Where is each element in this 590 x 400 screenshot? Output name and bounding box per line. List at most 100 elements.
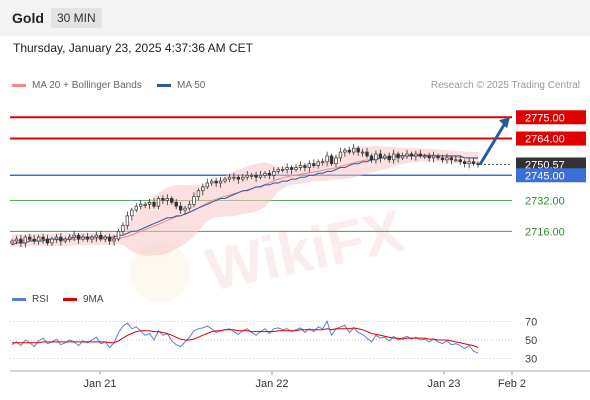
candle: [356, 145, 360, 156]
candle: [201, 183, 205, 196]
price-label-text: 2764.00: [525, 134, 565, 146]
candle-body: [409, 153, 414, 157]
price-label-text: 2732.00: [525, 195, 565, 207]
candle: [294, 164, 298, 172]
price-label-box: [516, 131, 586, 146]
candle-body: [263, 172, 267, 176]
candle: [285, 163, 289, 174]
candle: [440, 154, 445, 163]
candle-body: [245, 174, 249, 178]
candle: [161, 195, 165, 205]
candle-body: [281, 169, 285, 171]
candle: [192, 192, 196, 208]
candle-body: [454, 159, 458, 162]
x-tick-label: Jan 22: [255, 378, 288, 390]
candle: [249, 172, 254, 180]
candle-body: [347, 149, 351, 153]
candle-body: [476, 163, 480, 166]
candle-body: [445, 157, 449, 161]
candle: [245, 171, 249, 181]
candle: [272, 167, 276, 180]
candle: [54, 233, 59, 243]
candle: [298, 161, 303, 171]
candle-body: [365, 151, 369, 157]
candle: [387, 152, 391, 163]
candle: [165, 194, 170, 206]
x-tick-label: Jan 21: [83, 378, 116, 390]
candle: [183, 205, 187, 215]
candle-body: [59, 236, 63, 242]
candle-body: [94, 234, 98, 238]
candle: [436, 153, 440, 161]
legend-ma20-label: MA 20 + Bollinger Bands: [32, 80, 142, 91]
candle-body: [143, 203, 147, 206]
candle: [312, 159, 316, 168]
candle-body: [170, 198, 174, 203]
candle-body: [125, 215, 130, 226]
candle: [94, 231, 98, 242]
candle-body: [41, 236, 45, 240]
candle: [90, 234, 94, 243]
x-tick-label: Feb 2: [498, 378, 526, 390]
price-label-2732.00: 2732.00: [525, 195, 565, 207]
candle: [347, 146, 351, 155]
timeframe-badge[interactable]: 30 MIN: [51, 8, 102, 28]
candle: [116, 229, 121, 242]
candle: [50, 236, 54, 247]
candle-body: [463, 161, 467, 165]
candle: [32, 234, 36, 245]
candle: [134, 202, 138, 213]
candle: [400, 152, 405, 161]
candle: [121, 222, 125, 235]
candle-body: [369, 155, 374, 161]
candle: [236, 174, 241, 184]
candle-body: [431, 155, 436, 159]
candle-body: [387, 155, 391, 161]
candle: [210, 178, 214, 187]
candle-body: [329, 155, 334, 165]
candle-body: [223, 178, 227, 182]
candle: [281, 166, 285, 173]
candle-body: [338, 151, 343, 159]
price-label-text: 2775.00: [525, 112, 565, 124]
candle: [454, 156, 458, 163]
candle: [431, 151, 436, 163]
rsi-tick-label: 50: [525, 335, 537, 347]
candle: [396, 151, 400, 163]
candle-body: [68, 236, 72, 240]
candle-body: [54, 236, 59, 240]
candle-body: [76, 234, 81, 240]
candle-body: [214, 180, 218, 184]
candle-body: [10, 240, 14, 244]
watermark-logo: [130, 242, 190, 302]
candle-body: [116, 230, 121, 240]
candle: [99, 230, 103, 242]
legend-ma20: MA 20 + Bollinger Bands: [12, 80, 142, 91]
candle: [130, 207, 134, 221]
symbol-title: Gold: [12, 10, 44, 26]
candle-body: [139, 203, 143, 207]
candle: [152, 198, 156, 209]
price-label-box: [516, 110, 586, 125]
candle: [329, 153, 334, 166]
candle-body: [152, 201, 156, 207]
candle: [325, 151, 329, 167]
candle: [156, 196, 161, 210]
candle: [139, 200, 143, 210]
candle: [263, 171, 267, 179]
candle: [427, 152, 431, 162]
projection-arrow-head: [499, 117, 510, 129]
candle: [85, 232, 90, 243]
candle-body: [285, 167, 289, 170]
candle: [378, 149, 383, 163]
candle-body: [276, 169, 280, 172]
candle-body: [325, 155, 329, 163]
price-label-2775.00: 2775.00: [516, 110, 586, 125]
candle-body: [236, 176, 241, 180]
candle-body: [161, 198, 165, 201]
price-label-text: 2745.00: [525, 170, 565, 182]
candle-body: [183, 207, 187, 211]
candle: [414, 150, 418, 161]
candle-body: [130, 209, 134, 217]
